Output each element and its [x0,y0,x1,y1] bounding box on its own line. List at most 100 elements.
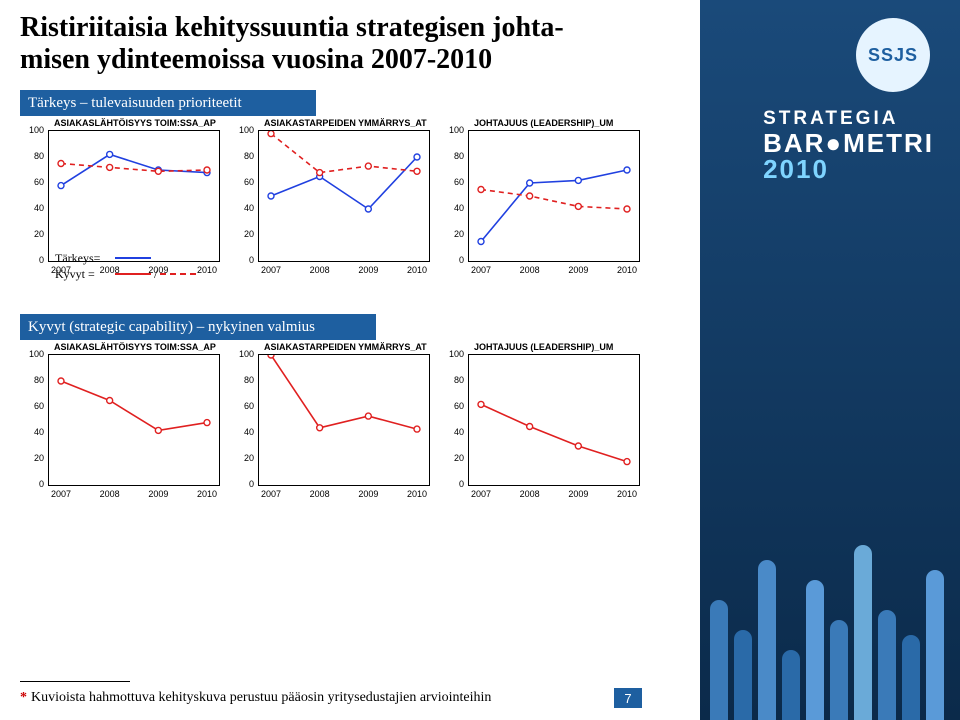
ssjs-logo: SSJS [856,18,930,92]
x-tick: 2009 [568,489,588,499]
plot-area: 2007200820092010 [48,354,220,486]
legend: Tärkeys= Kyvyt = / [55,250,196,282]
mini-chart: ASIAKASTARPEIDEN YMMÄRRYS_AT200720082009… [230,118,434,293]
x-tick: 2007 [261,265,281,275]
y-tick: 80 [440,151,464,161]
y-tick: 60 [230,401,254,411]
mini-chart: ASIAKASLÄHTÖISYYS TOIM:SSA_AP20072008200… [20,342,224,517]
legend-line-blue [115,257,151,259]
y-tick: 100 [230,349,254,359]
deco-bar [830,620,848,720]
deco-bar [782,650,800,720]
chart-title: ASIAKASTARPEIDEN YMMÄRRYS_AT [264,342,427,352]
section1-label: Tärkeys – tulevaisuuden prioriteetit [20,90,316,116]
legend-label-kyvyt: Kyvyt = [55,267,115,282]
badge-year-text: 2010 [763,154,829,184]
y-tick: 40 [440,427,464,437]
chart-title: JOHTAJUUS (LEADERSHIP)_UM [474,342,613,352]
footnote: * Kuvioista hahmottuva kehityskuva perust… [20,690,491,706]
content-area: Ristiriitaisia kehityssuuntia strategise… [0,0,700,720]
y-tick: 80 [440,375,464,385]
plot-area: 2007200820092010 [48,130,220,262]
y-tick: 0 [440,479,464,489]
section2-label: Kyvyt (strategic capability) – nykyinen … [20,314,376,340]
chart-title: ASIAKASTARPEIDEN YMMÄRRYS_AT [264,118,427,128]
legend-line-red-dash [160,273,196,275]
chart-svg [469,131,639,261]
deco-bar [878,610,896,720]
plot-area: 2007200820092010 [258,130,430,262]
y-tick: 80 [230,375,254,385]
y-tick: 100 [440,349,464,359]
badge-year: 2010 [763,156,934,182]
x-tick: 2010 [617,265,637,275]
y-tick: 40 [440,203,464,213]
x-tick: 2010 [617,489,637,499]
mini-chart: JOHTAJUUS (LEADERSHIP)_UM200720082009201… [440,342,644,517]
y-tick: 0 [20,255,44,265]
chart-title: ASIAKASLÄHTÖISYYS TOIM:SSA_AP [54,342,216,352]
plot-area: 2007200820092010 [468,130,640,262]
legend-line-red-solid [115,273,151,275]
footnote-text: Kuvioista hahmottuva kehityskuva perustu… [31,690,491,705]
deco-bar [806,580,824,720]
page: SSJS STRATEGIA BAR●METRI 2010 Ristiriita… [0,0,960,720]
deco-bar [734,630,752,720]
x-tick: 2008 [310,489,330,499]
y-tick: 100 [20,349,44,359]
y-tick: 60 [20,401,44,411]
chart-title: ASIAKASLÄHTÖISYYS TOIM:SSA_AP [54,118,216,128]
x-tick: 2007 [471,489,491,499]
x-tick: 2008 [520,265,540,275]
chart-svg [469,355,639,485]
deco-bar [902,635,920,720]
deco-bar [926,570,944,720]
x-tick: 2008 [100,489,120,499]
y-tick: 20 [440,229,464,239]
plot-area: 2007200820092010 [468,354,640,486]
x-tick: 2007 [471,265,491,275]
deco-bar [854,545,872,720]
page-title: Ristiriitaisia kehityssuuntia strategise… [20,12,660,76]
right-decoration: SSJS STRATEGIA BAR●METRI 2010 [700,0,960,720]
y-tick: 20 [440,453,464,463]
mini-chart: JOHTAJUUS (LEADERSHIP)_UM200720082009201… [440,118,644,293]
x-tick: 2009 [358,265,378,275]
chart-svg [259,131,429,261]
x-tick: 2007 [51,489,71,499]
x-tick: 2010 [407,489,427,499]
x-tick: 2008 [520,489,540,499]
footnote-star: * [20,690,27,705]
y-tick: 100 [440,125,464,135]
x-tick: 2008 [310,265,330,275]
y-tick: 20 [230,229,254,239]
y-tick: 60 [20,177,44,187]
y-tick: 40 [230,203,254,213]
badge-line2: BAR●METRI [763,130,934,156]
x-tick: 2009 [568,265,588,275]
chart-svg [49,131,219,261]
y-tick: 100 [230,125,254,135]
x-tick: 2009 [358,489,378,499]
deco-bar [758,560,776,720]
y-tick: 20 [20,453,44,463]
y-tick: 40 [20,203,44,213]
x-tick: 2010 [407,265,427,275]
y-tick: 80 [230,151,254,161]
y-tick: 100 [20,125,44,135]
legend-label-tarkeys: Tärkeys= [55,251,115,266]
plot-area: 2007200820092010 [258,354,430,486]
deco-bar [710,600,728,720]
y-tick: 0 [440,255,464,265]
y-tick: 60 [440,401,464,411]
y-tick: 40 [20,427,44,437]
y-tick: 0 [230,479,254,489]
y-tick: 80 [20,151,44,161]
y-tick: 60 [440,177,464,187]
chart-title: JOHTAJUUS (LEADERSHIP)_UM [474,118,613,128]
y-tick: 80 [20,375,44,385]
x-tick: 2010 [197,265,217,275]
chart-row-2: ASIAKASLÄHTÖISYYS TOIM:SSA_AP20072008200… [20,342,644,517]
title-line2: misen ydinteemoissa vuosina 2007-2010 [20,44,492,75]
y-tick: 20 [230,453,254,463]
